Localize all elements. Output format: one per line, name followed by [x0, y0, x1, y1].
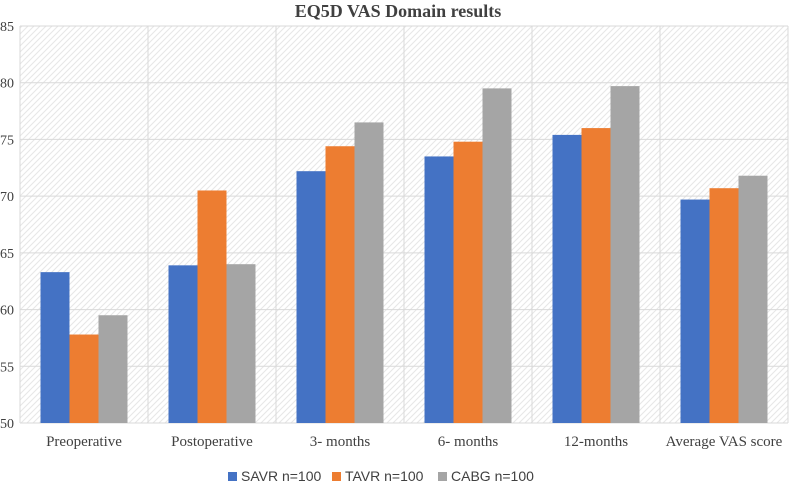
x-tick-label: Average VAS score: [666, 434, 783, 450]
bars: [40, 86, 768, 424]
legend-swatch: [228, 472, 237, 481]
bar-tavr-3: [453, 141, 483, 423]
chart-title: EQ5D VAS Domain results: [295, 1, 502, 21]
legend-item: SAVR n=100: [228, 468, 322, 484]
y-axis: 50 55 60 65 70 75 80 85: [0, 20, 14, 432]
legend-item: CABG n=100: [438, 468, 534, 484]
y-tick-label: 85: [0, 20, 14, 35]
y-tick-label: 55: [0, 360, 14, 375]
bar-cabg-3: [482, 88, 512, 423]
legend-label: TAVR n=100: [345, 468, 424, 484]
bar-cabg-1: [226, 264, 256, 423]
bar-tavr-4: [581, 128, 611, 424]
y-tick-label: 80: [0, 77, 14, 92]
y-tick-label: 75: [0, 133, 14, 148]
bar-tavr-2: [325, 146, 355, 423]
y-tick-label: 70: [0, 190, 14, 205]
bar-savr-2: [296, 171, 326, 423]
bar-tavr-0: [69, 334, 99, 423]
bar-cabg-2: [354, 122, 384, 424]
y-tick-label: 50: [0, 417, 14, 432]
x-axis: Preoperative Postoperative 3- months 6- mon…: [46, 434, 783, 450]
x-tick-label: Postoperative: [171, 434, 253, 450]
legend: SAVR n=100 TAVR n=100 CABG n=100: [228, 468, 534, 484]
bar-cabg-4: [610, 86, 640, 424]
x-tick-label: 3- months: [310, 434, 371, 450]
bar-savr-1: [168, 265, 198, 423]
bar-tavr-1: [197, 190, 227, 423]
x-tick-label: 6- months: [438, 434, 499, 450]
legend-label: CABG n=100: [451, 468, 534, 484]
bar-savr-0: [40, 272, 70, 423]
x-tick-label: 12-months: [564, 434, 628, 450]
bar-savr-5: [680, 199, 710, 423]
bar-cabg-0: [98, 315, 128, 423]
bar-savr-3: [424, 156, 454, 423]
y-tick-label: 60: [0, 304, 14, 319]
bar-tavr-5: [709, 188, 739, 423]
x-tick-label: Preoperative: [46, 434, 122, 450]
legend-item: TAVR n=100: [332, 468, 424, 484]
gridlines: [19, 25, 789, 424]
legend-swatch: [438, 472, 447, 481]
legend-label: SAVR n=100: [241, 468, 322, 484]
legend-swatch: [332, 472, 341, 481]
bar-cabg-5: [738, 175, 768, 423]
y-tick-label: 65: [0, 247, 14, 262]
bar-savr-4: [552, 134, 582, 424]
